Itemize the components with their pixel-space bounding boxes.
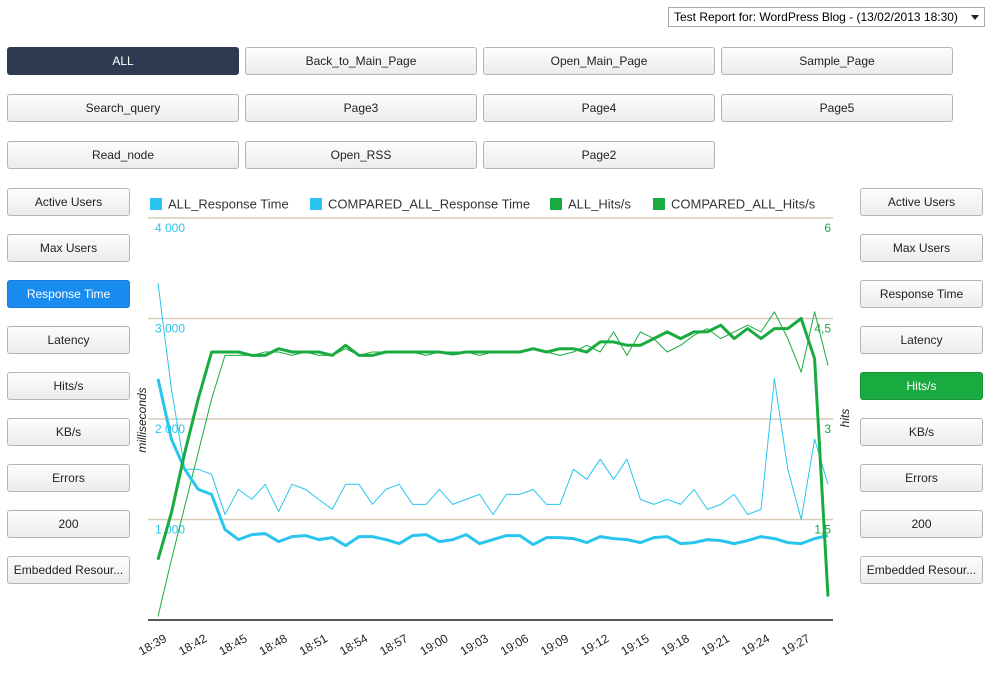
x-tick-label: 19:15 [618, 631, 651, 658]
legend-swatch [550, 198, 562, 210]
x-tick-label: 19:03 [458, 631, 491, 658]
button[interactable]: Open_RSS [245, 141, 477, 169]
x-tick-label: 18:54 [337, 631, 370, 658]
y-axis-label: milliseconds [135, 387, 149, 452]
button[interactable]: Errors [860, 464, 983, 492]
button[interactable]: 200 [860, 510, 983, 538]
x-tick-label: 18:57 [377, 631, 410, 658]
y-tick-label: 1 000 [155, 523, 185, 537]
button[interactable]: Latency [7, 326, 130, 354]
button[interactable]: Open_Main_Page [483, 47, 715, 75]
y-tick-label: 3 000 [155, 322, 185, 336]
legend-label: ALL_Hits/s [568, 196, 631, 211]
button[interactable]: Back_to_Main_Page [245, 47, 477, 75]
x-tick-label: 18:48 [257, 631, 290, 658]
button[interactable]: 200 [7, 510, 130, 538]
button[interactable]: Page3 [245, 94, 477, 122]
series-line [157, 311, 829, 617]
x-tick-label: 18:39 [136, 631, 169, 658]
y2-tick-label: 6 [824, 221, 831, 235]
y2-tick-label: 4,5 [814, 322, 831, 336]
button[interactable]: Sample_Page [721, 47, 953, 75]
legend-swatch [310, 198, 322, 210]
y2-axis-label: hits [838, 409, 852, 428]
series-line [156, 317, 830, 597]
x-tick-label: 19:09 [538, 631, 571, 658]
button[interactable]: Page2 [483, 141, 715, 169]
report-select[interactable]: Test Report for: WordPress Blog - (13/02… [668, 7, 985, 27]
button[interactable]: Hits/s [860, 372, 983, 400]
legend-label: COMPARED_ALL_Response Time [328, 196, 530, 211]
series-line [156, 378, 829, 548]
button[interactable]: Latency [860, 326, 983, 354]
legend-label: ALL_Response Time [168, 196, 289, 211]
x-tick-label: 18:42 [176, 631, 209, 658]
x-tick-label: 19:21 [699, 631, 732, 658]
button[interactable]: Max Users [7, 234, 130, 262]
x-tick-label: 19:12 [578, 631, 611, 658]
legend-label: COMPARED_ALL_Hits/s [671, 196, 816, 211]
y2-tick-label: 3 [824, 422, 831, 436]
button[interactable]: Search_query [7, 94, 239, 122]
button[interactable]: Response Time [860, 280, 983, 308]
legend-swatch [150, 198, 162, 210]
x-tick-label: 19:18 [659, 631, 692, 658]
x-tick-label: 18:51 [297, 631, 330, 658]
button[interactable]: ALL [7, 47, 239, 75]
button[interactable]: Hits/s [7, 372, 130, 400]
x-tick-label: 19:27 [779, 631, 812, 658]
button[interactable]: Page4 [483, 94, 715, 122]
button[interactable]: Response Time [7, 280, 130, 308]
button[interactable]: Embedded Resour... [860, 556, 983, 584]
button[interactable]: Max Users [860, 234, 983, 262]
button[interactable]: Embedded Resour... [7, 556, 130, 584]
legend-swatch [653, 198, 665, 210]
series-line [157, 283, 829, 520]
button[interactable]: KB/s [860, 418, 983, 446]
button[interactable]: KB/s [7, 418, 130, 446]
button[interactable]: Active Users [860, 188, 983, 216]
button[interactable]: Page5 [721, 94, 953, 122]
x-tick-label: 19:24 [739, 631, 772, 658]
button[interactable]: Active Users [7, 188, 130, 216]
button[interactable]: Errors [7, 464, 130, 492]
x-tick-label: 18:45 [216, 631, 249, 658]
x-tick-label: 19:00 [417, 631, 450, 658]
button[interactable]: Read_node [7, 141, 239, 169]
x-tick-label: 19:06 [498, 631, 531, 658]
y-tick-label: 4 000 [155, 221, 185, 235]
